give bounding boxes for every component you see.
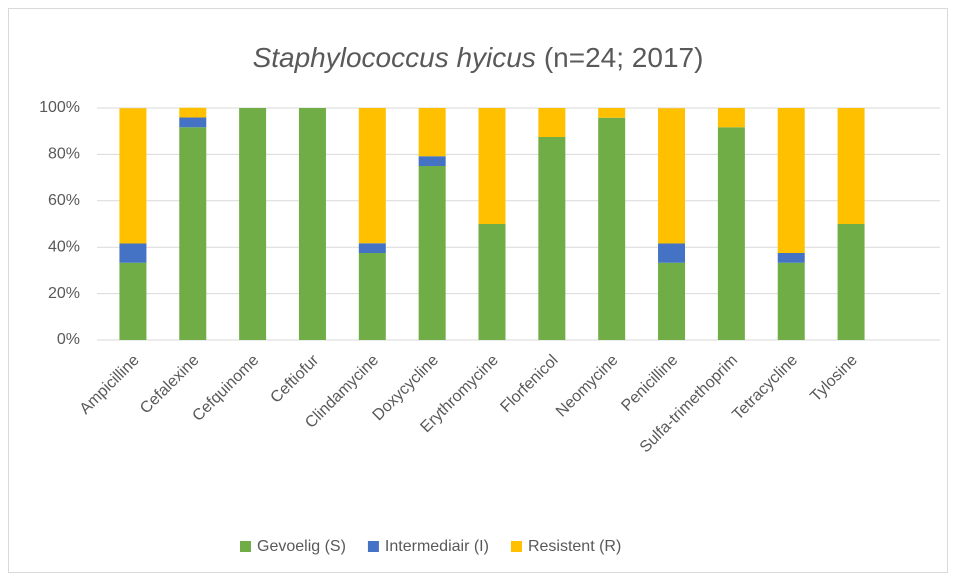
legend-swatch bbox=[240, 541, 251, 552]
bar-segment bbox=[658, 243, 686, 263]
bar-segment bbox=[418, 156, 446, 166]
legend-label: Resistent (R) bbox=[528, 538, 621, 555]
bar-segment bbox=[777, 108, 805, 253]
bar-segment bbox=[119, 262, 147, 340]
bar-segment bbox=[717, 108, 745, 128]
bar-segment bbox=[358, 108, 386, 244]
bar-segment bbox=[418, 108, 446, 157]
bar-segment bbox=[418, 166, 446, 340]
y-tick-label: 100% bbox=[39, 99, 80, 116]
chart-title: Staphylococcus hyicus (n=24; 2017) bbox=[253, 42, 704, 73]
bar-segment bbox=[717, 127, 745, 340]
bar-segment bbox=[837, 224, 865, 340]
bar-segment bbox=[478, 108, 506, 224]
bar-segment bbox=[777, 253, 805, 263]
bar-segment bbox=[358, 253, 386, 340]
bar-segment bbox=[777, 262, 805, 340]
bar-segment bbox=[658, 108, 686, 244]
y-tick-label: 20% bbox=[48, 285, 80, 302]
bar-segment bbox=[119, 243, 147, 263]
legend-swatch bbox=[510, 541, 522, 552]
title-rest: (n=24; 2017) bbox=[544, 42, 704, 73]
legend-label: Gevoelig (S) bbox=[257, 538, 346, 555]
bar-segment bbox=[179, 117, 207, 128]
legend-swatch bbox=[367, 541, 379, 552]
bar-segment bbox=[298, 108, 326, 340]
bar-segment bbox=[837, 108, 865, 224]
legend-label: Intermediair (I) bbox=[385, 538, 489, 555]
bar-segment bbox=[239, 108, 267, 340]
y-tick-label: 60% bbox=[48, 192, 80, 209]
bar-segment bbox=[598, 108, 626, 118]
title-italic: Staphylococcus hyicus bbox=[253, 42, 536, 73]
bar-segment bbox=[478, 224, 506, 340]
y-tick-label: 40% bbox=[48, 238, 80, 255]
y-tick-label: 0% bbox=[57, 331, 80, 348]
bar-segment bbox=[598, 117, 626, 340]
bar-segment bbox=[179, 127, 207, 340]
y-tick-label: 80% bbox=[48, 146, 80, 163]
bar-segment bbox=[538, 137, 566, 340]
chart-border bbox=[8, 8, 948, 573]
bar-segment bbox=[538, 108, 566, 137]
bar-segment bbox=[119, 108, 147, 244]
bar-segment bbox=[179, 107, 207, 118]
bar-segment bbox=[358, 243, 386, 253]
bar-segment bbox=[658, 262, 686, 340]
